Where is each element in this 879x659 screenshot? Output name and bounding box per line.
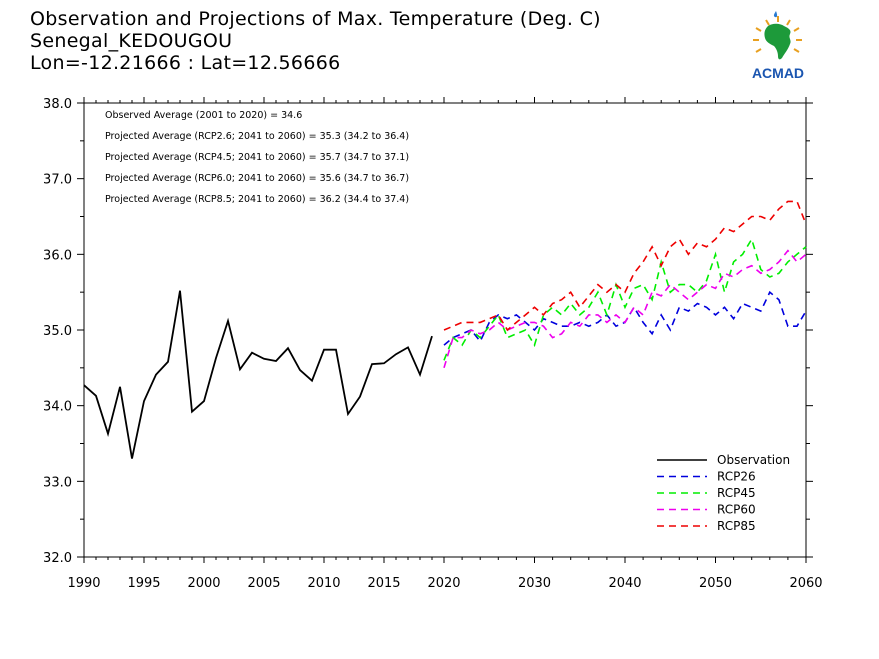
station-name: Senegal_KEDOUGOU bbox=[30, 30, 233, 52]
x-tick-label: 2020 bbox=[427, 576, 460, 591]
x-tick-label: 2030 bbox=[518, 576, 551, 591]
series-line-rcp85 bbox=[443, 200, 807, 332]
legend: Observation RCP26 RCP45 RCP60 RCP85 bbox=[657, 453, 790, 533]
acmad-logo: ACMAD bbox=[738, 8, 818, 84]
y-tick-label: 36.0 bbox=[43, 248, 72, 263]
series-line-rcp45 bbox=[443, 237, 807, 361]
legend-label-rcp26: RCP26 bbox=[717, 470, 756, 484]
annotation-rcp60: Projected Average (RCP6.0; 2041 to 2060)… bbox=[105, 173, 409, 184]
annotation-rcp85: Projected Average (RCP8.5; 2041 to 2060)… bbox=[105, 194, 409, 205]
y-tick-label: 33.0 bbox=[43, 475, 72, 490]
legend-label-observation: Observation bbox=[717, 453, 790, 467]
coordinates-label: Lon=-12.21666 : Lat=12.56666 bbox=[30, 52, 341, 74]
x-tick-label: 2050 bbox=[699, 576, 732, 591]
y-tick-label: 34.0 bbox=[43, 400, 72, 415]
chart-title: Observation and Projections of Max. Temp… bbox=[30, 8, 601, 30]
logo-text: ACMAD bbox=[752, 65, 804, 81]
x-tick-label: 2010 bbox=[307, 576, 340, 591]
annotation-observed: Observed Average (2001 to 2020) = 34.6 bbox=[105, 110, 302, 121]
x-tick-label: 2015 bbox=[367, 576, 400, 591]
x-tick-label: 1990 bbox=[67, 576, 100, 591]
annotations-group: Observed Average (2001 to 2020) = 34.6 P… bbox=[105, 110, 409, 205]
x-tick-label: 1995 bbox=[127, 576, 160, 591]
legend-label-rcp60: RCP60 bbox=[717, 503, 756, 517]
x-tick-label: 2040 bbox=[608, 576, 641, 591]
series-line-rcp60 bbox=[443, 249, 807, 369]
y-tick-label: 35.0 bbox=[43, 324, 72, 339]
y-tick-label: 37.0 bbox=[43, 173, 72, 188]
annotation-rcp45: Projected Average (RCP4.5; 2041 to 2060)… bbox=[105, 152, 409, 163]
annotation-rcp26: Projected Average (RCP2.6; 2041 to 2060)… bbox=[105, 131, 409, 142]
x-tick-label: 2005 bbox=[247, 576, 280, 591]
x-tick-label: 2060 bbox=[789, 576, 822, 591]
series-lines bbox=[83, 200, 807, 459]
x-tick-label: 2000 bbox=[187, 576, 220, 591]
legend-label-rcp85: RCP85 bbox=[717, 519, 756, 533]
chart-title-block: Observation and Projections of Max. Temp… bbox=[30, 8, 601, 74]
africa-map-logo-icon: ACMAD bbox=[752, 11, 804, 81]
series-line-observation bbox=[83, 290, 433, 459]
y-tick-label: 32.0 bbox=[43, 551, 72, 566]
series-line-rcp26 bbox=[443, 290, 807, 346]
y-tick-label: 38.0 bbox=[43, 97, 72, 112]
legend-label-rcp45: RCP45 bbox=[717, 486, 756, 500]
axes-group: 32.0 33.0 34.0 35.0 36.0 37.0 38.0 1990 1995 2000… bbox=[43, 97, 823, 591]
